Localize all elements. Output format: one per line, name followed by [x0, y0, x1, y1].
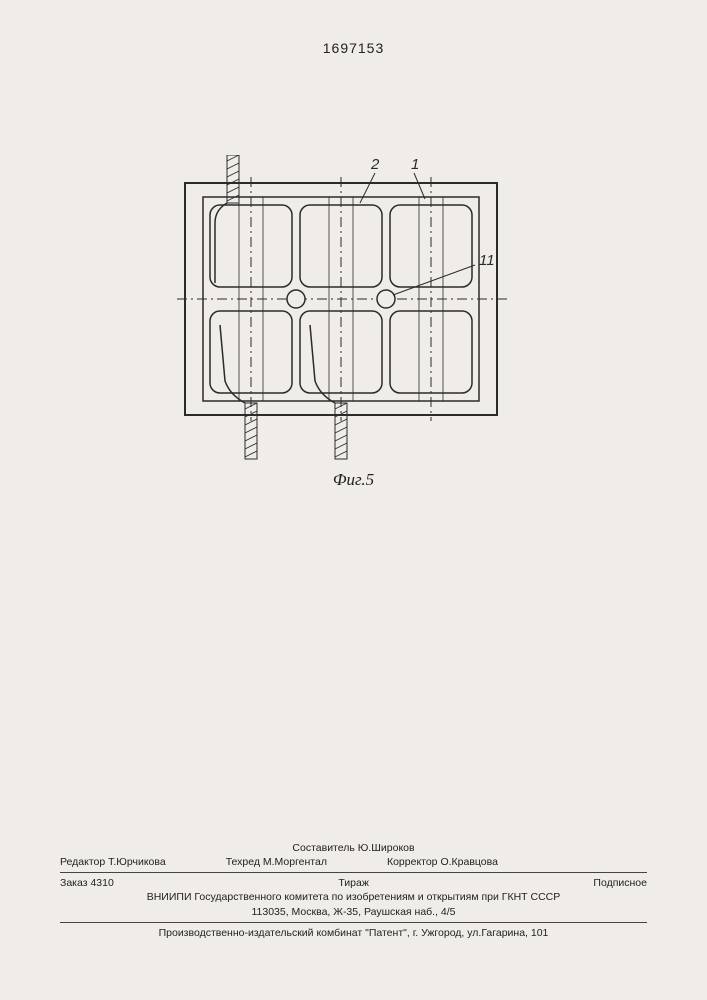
divider-1	[60, 872, 647, 873]
leader-1	[414, 173, 425, 199]
order: Заказ 4310	[60, 876, 114, 890]
compiler: Составитель Ю.Широков	[292, 841, 414, 855]
figure-5: 2 1 11	[155, 155, 525, 465]
leader-11	[393, 265, 475, 295]
leader-2	[360, 173, 375, 203]
node-1	[377, 290, 395, 308]
footer-block: Составитель Ю.Широков Редактор Т.Юрчиков…	[60, 841, 647, 940]
press: Производственно-издательский комбинат "П…	[60, 926, 647, 940]
editor: Редактор Т.Юрчикова	[60, 855, 166, 869]
org-line2: 113035, Москва, Ж-35, Раушская наб., 4/5	[60, 905, 647, 919]
node-0	[287, 290, 305, 308]
techred: Техред М.Моргентал	[226, 855, 327, 869]
document-number: 1697153	[323, 40, 385, 56]
label-2: 2	[370, 156, 380, 173]
corrector: Корректор О.Кравцова	[387, 855, 498, 869]
label-1: 1	[411, 156, 419, 173]
org-line1: ВНИИПИ Государственного комитета по изоб…	[60, 890, 647, 904]
tirazh: Тираж	[338, 876, 369, 890]
figure-caption: Фиг.5	[333, 470, 374, 490]
divider-2	[60, 922, 647, 923]
label-11: 11	[479, 252, 495, 269]
podpisnoe: Подписное	[593, 876, 647, 890]
lead-top	[215, 155, 239, 283]
